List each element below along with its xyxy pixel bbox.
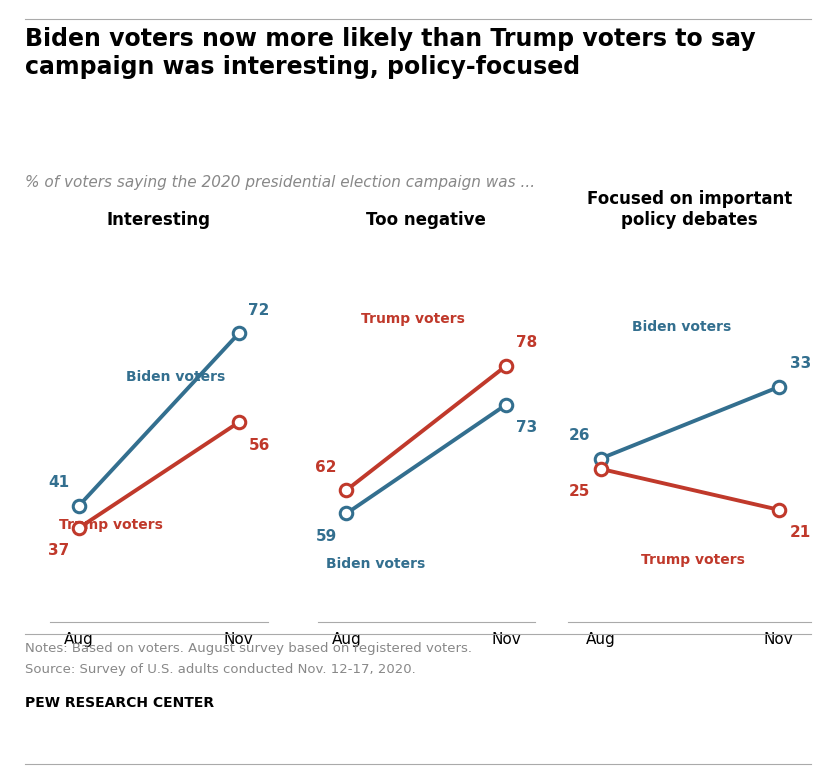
Text: 41: 41 — [48, 475, 69, 490]
Text: Biden voters: Biden voters — [631, 320, 731, 334]
Text: Trump voters: Trump voters — [361, 312, 465, 326]
Text: 21: 21 — [789, 525, 811, 541]
Text: 33: 33 — [789, 356, 811, 371]
Text: 26: 26 — [568, 428, 590, 443]
Text: 37: 37 — [48, 544, 69, 559]
Text: 62: 62 — [315, 460, 337, 475]
Text: 72: 72 — [248, 303, 270, 318]
Text: 59: 59 — [316, 529, 337, 544]
Text: Trump voters: Trump voters — [59, 518, 163, 532]
Text: Source: Survey of U.S. adults conducted Nov. 12-17, 2020.: Source: Survey of U.S. adults conducted … — [25, 663, 415, 676]
Title: Interesting: Interesting — [107, 211, 211, 229]
Title: Focused on important
policy debates: Focused on important policy debates — [587, 191, 793, 229]
Text: Biden voters: Biden voters — [326, 557, 426, 571]
Text: 56: 56 — [248, 438, 270, 453]
Text: 25: 25 — [568, 485, 590, 499]
Text: 73: 73 — [516, 420, 537, 435]
Text: % of voters saying the 2020 presidential election campaign was ...: % of voters saying the 2020 presidential… — [25, 175, 535, 190]
Text: Biden voters now more likely than Trump voters to say
campaign was interesting, : Biden voters now more likely than Trump … — [25, 27, 756, 79]
Title: Too negative: Too negative — [366, 211, 487, 229]
Text: PEW RESEARCH CENTER: PEW RESEARCH CENTER — [25, 696, 214, 710]
Text: 78: 78 — [516, 335, 537, 350]
Text: Notes: Based on voters. August survey based on registered voters.: Notes: Based on voters. August survey ba… — [25, 642, 472, 655]
Text: Trump voters: Trump voters — [641, 553, 745, 567]
Text: Biden voters: Biden voters — [126, 370, 226, 384]
